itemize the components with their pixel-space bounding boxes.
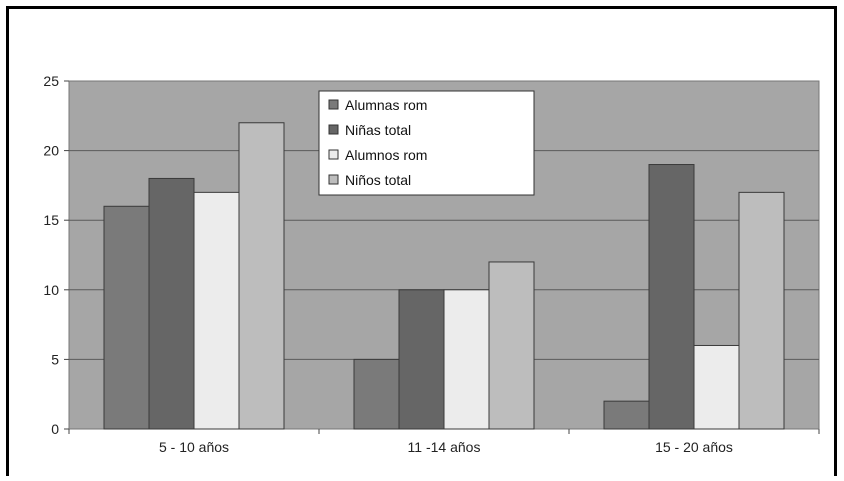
legend-swatch [328,99,339,110]
y-tick-label: 25 [43,73,59,89]
bar-ni-as-total-2 [648,164,695,430]
bar-ni-os-total-1 [488,261,535,430]
bar-ni-as-total-1 [398,289,445,430]
bar-chart: 0 5 10 15 20 25 5 - 10 años 11 -14 años 15 - 20… [43,73,820,455]
bar-ni-os-total-2 [738,191,785,430]
legend-swatch [328,149,339,160]
legend-swatch [328,174,339,185]
y-tick-label: 20 [43,143,59,159]
bar-ni-as-total-0 [148,177,195,430]
y-tick-label: 10 [43,282,59,298]
legend-label: Alumnos rom [345,147,427,163]
legend: Alumnas rom Niñas total Alumnos rom Niños t… [318,90,535,196]
x-axis-ticks: 5 - 10 años 11 -14 años 15 - 20 años [68,429,820,455]
bar-alumnas-rom-0 [103,205,150,430]
legend-label: Niños total [345,172,411,188]
legend-label: Alumnas rom [345,97,427,113]
legend-label: Niñas total [345,122,411,138]
bar-alumnas-rom-2 [603,400,650,430]
y-tick-label: 0 [51,421,59,437]
legend-box [318,90,535,196]
y-axis-ticks: 0 5 10 15 20 25 [43,73,69,437]
x-tick-label: 15 - 20 años [655,439,733,455]
bar-alumnos-rom-1 [443,289,490,430]
y-tick-label: 15 [43,212,59,228]
bar-alumnos-rom-2 [693,344,740,430]
legend-swatch [328,124,339,135]
bar-alumnos-rom-0 [193,191,240,430]
bars [103,122,785,430]
chart-frame: 0 5 10 15 20 25 5 - 10 años 11 -14 años 15 - 20… [6,6,837,476]
x-tick-label: 11 -14 años [408,439,481,455]
y-tick-label: 5 [51,351,59,367]
x-tick-label: 5 - 10 años [159,439,229,455]
bar-alumnas-rom-1 [353,358,400,430]
bar-ni-os-total-0 [238,122,285,430]
